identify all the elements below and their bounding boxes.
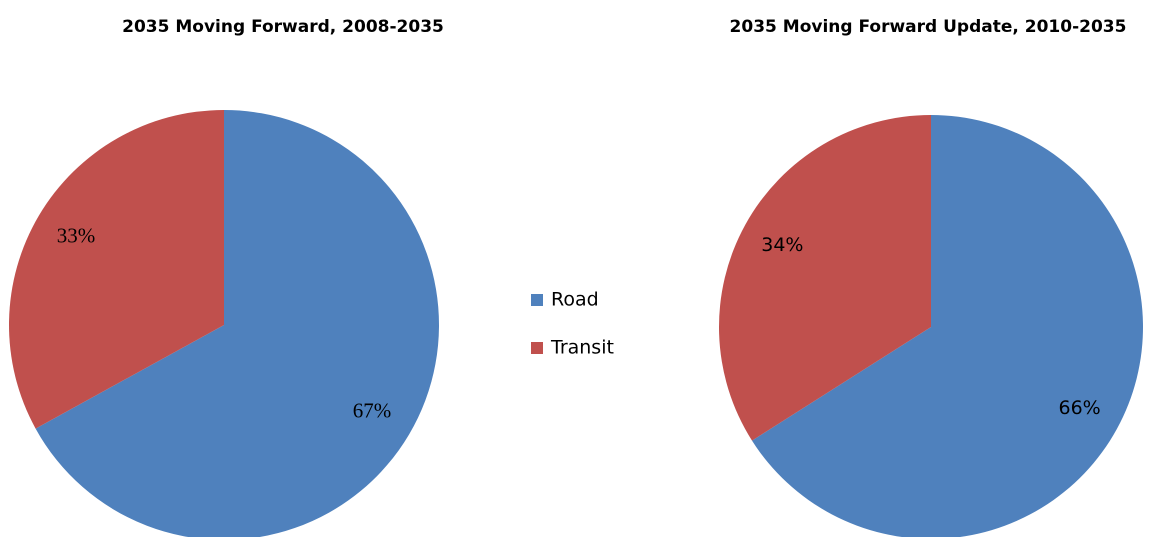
pie-slice: [752, 115, 1143, 537]
legend-label: Transit: [550, 337, 614, 359]
pie-slice: [719, 115, 931, 441]
chart-title: 2035 Moving Forward, 2008-2035: [122, 17, 444, 37]
legend-label: Road: [551, 289, 599, 311]
pie-slice: [9, 110, 224, 429]
legend-swatch: [531, 342, 543, 354]
chart-title: 2035 Moving Forward Update, 2010-2035: [730, 17, 1127, 37]
pie-slice: [35, 110, 439, 537]
data-label: 67%: [353, 398, 392, 422]
data-label: 34%: [761, 234, 803, 256]
data-label: 66%: [1059, 397, 1101, 419]
data-label: 33%: [57, 223, 96, 247]
legend-swatch: [531, 294, 543, 306]
